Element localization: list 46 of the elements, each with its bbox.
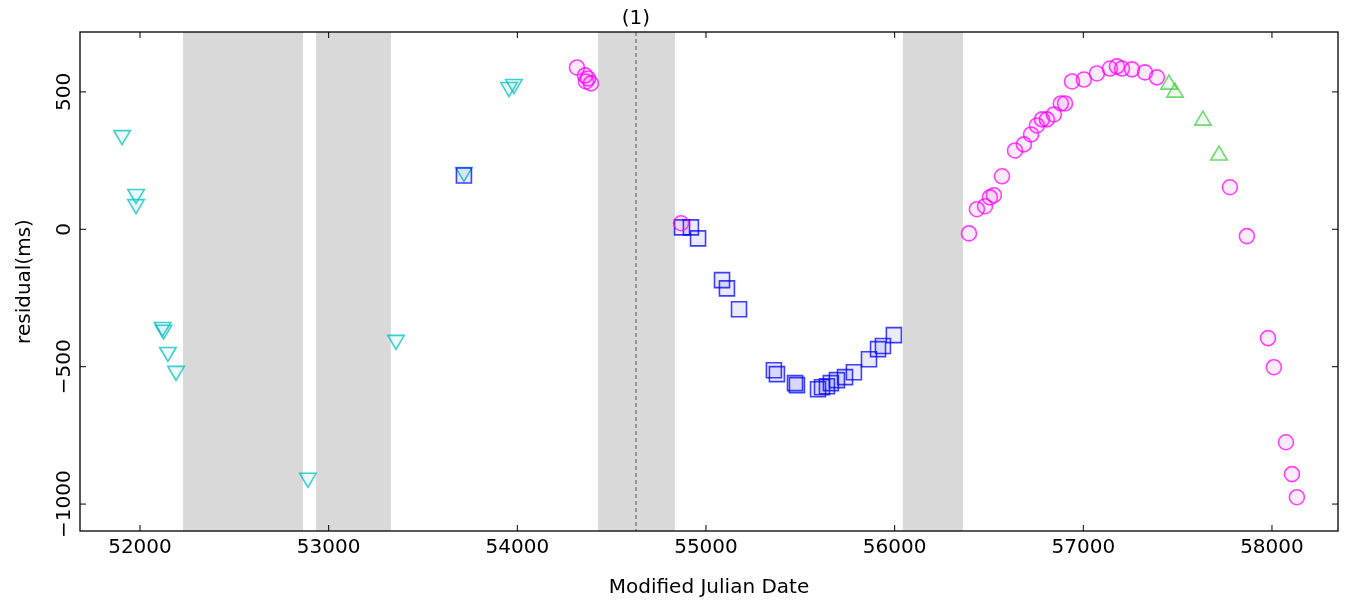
point (993, 167, 1011, 185)
point (672, 214, 690, 232)
point (1265, 358, 1283, 376)
point (158, 346, 177, 363)
point (1283, 465, 1301, 483)
annotation: (1) (621, 5, 651, 29)
point (386, 334, 406, 351)
x-tick-label: 57000 (1051, 534, 1116, 558)
point (1193, 110, 1212, 126)
point (1075, 71, 1093, 88)
y-axis-title: residual(ms) (11, 219, 35, 344)
x-axis-title: Modified Julian Date (608, 574, 810, 598)
point (768, 365, 786, 383)
point (298, 472, 317, 489)
point (504, 78, 523, 95)
point (166, 365, 186, 382)
point (689, 230, 707, 247)
point (985, 186, 1003, 204)
point (1259, 329, 1277, 347)
point (885, 326, 903, 344)
point (845, 363, 863, 381)
x-tick-label: 53000 (296, 534, 361, 558)
y-tick-label: 0 (51, 222, 75, 236)
point (1209, 145, 1228, 161)
point (1277, 433, 1295, 451)
point (113, 129, 132, 146)
y-tick-label: 500 (51, 72, 75, 111)
point (730, 300, 748, 318)
x-tick-label: 54000 (485, 534, 550, 558)
point (960, 225, 978, 242)
point (1148, 69, 1166, 86)
point (1238, 227, 1256, 245)
point (1088, 65, 1106, 82)
x-tick-label: 58000 (1240, 534, 1304, 558)
point (1288, 488, 1306, 506)
x-tick-label: 55000 (674, 534, 738, 558)
y-tick-label: −500 (51, 339, 75, 395)
point (1165, 82, 1185, 98)
point (126, 198, 146, 215)
point (1221, 178, 1239, 196)
point (718, 280, 736, 297)
y-tick-label: −1000 (51, 470, 75, 538)
x-tick-label: 52000 (108, 534, 172, 558)
x-tick-label: 56000 (862, 534, 927, 558)
point (582, 75, 600, 92)
point (1056, 95, 1074, 112)
